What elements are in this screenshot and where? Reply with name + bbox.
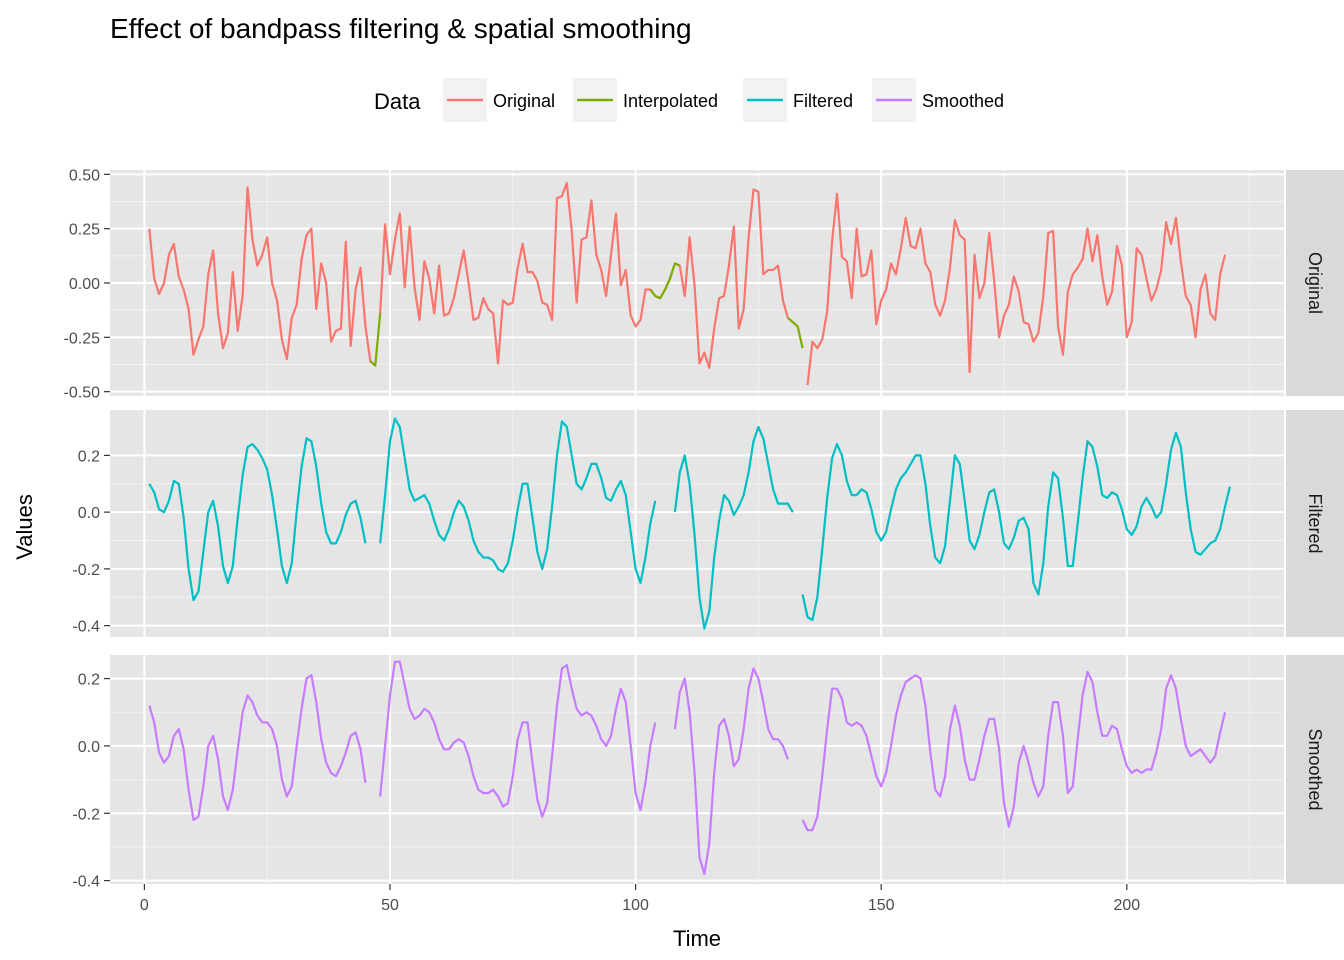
- facet-strip-label: Original: [1305, 252, 1325, 314]
- series-line-filtered: [379, 417, 657, 585]
- series-line-interpolated: [649, 262, 681, 300]
- series-line-smoothed: [379, 660, 657, 818]
- x-tick-label: 50: [381, 897, 399, 914]
- chart-title: Effect of bandpass filtering & spatial s…: [110, 13, 692, 44]
- series-line-smoothed: [148, 674, 367, 822]
- x-tick-label: 200: [1113, 897, 1140, 914]
- y-tick-label: -0.50: [64, 385, 101, 402]
- series-line-original: [379, 181, 789, 369]
- y-tick-label: 0.0: [78, 739, 100, 756]
- legend-title: Data: [374, 89, 421, 114]
- x-tick-label: 0: [140, 897, 149, 914]
- y-tick-label: 0.0: [78, 505, 100, 522]
- panel-smoothed: -0.4 -0.2 0.0 0.2 Smoothed 0 50 100 150 200: [72, 655, 1344, 914]
- series-line-smoothed: [673, 667, 789, 875]
- legend-label: Filtered: [793, 91, 853, 111]
- facet-strip: [1286, 170, 1344, 396]
- series-line-interpolated: [369, 313, 382, 367]
- legend-entry-interpolated: Interpolated: [573, 78, 718, 122]
- series-line-filtered: [148, 437, 367, 602]
- y-axis-title: Values: [12, 494, 37, 560]
- y-tick-label: -0.2: [72, 562, 100, 579]
- series-line-filtered: [673, 425, 794, 630]
- y-tick-label: -0.4: [72, 619, 100, 636]
- series-line-original: [806, 192, 1227, 386]
- panel-background: [110, 655, 1284, 884]
- legend-entry-original: Original: [443, 78, 555, 122]
- facet-panels: -0.50-0.250.000.250.50Original-0.4-0.20.…: [64, 167, 1344, 914]
- y-tick-label: -0.2: [72, 806, 100, 823]
- y-tick-label: 0.2: [78, 448, 100, 465]
- series-line-smoothed: [801, 670, 1227, 832]
- y-tick-label: 0.2: [78, 672, 100, 689]
- panel-filtered: -0.4 -0.2 0.0 0.2 Filtered: [72, 410, 1344, 637]
- y-tick-label: -0.4: [72, 874, 100, 891]
- facet-strip: [1286, 655, 1344, 884]
- legend-label: Smoothed: [922, 91, 1004, 111]
- y-tick-label: 0.25: [69, 222, 100, 239]
- legend-label: Original: [493, 91, 555, 111]
- x-tick-label: 150: [868, 897, 895, 914]
- series-line-interpolated: [787, 316, 804, 349]
- legend-entry-smoothed: Smoothed: [872, 78, 1004, 122]
- facet-strip: [1286, 410, 1344, 637]
- series-line-filtered: [801, 431, 1232, 622]
- legend-entry-filtered: Filtered: [743, 78, 853, 122]
- legend: Data Original Interpolated Filtered Smoothe…: [374, 78, 1004, 122]
- x-axis-title: Time: [673, 926, 721, 951]
- x-tick-label: 100: [622, 897, 649, 914]
- y-tick-label: 0.50: [69, 167, 100, 184]
- facet-strip-label: Filtered: [1305, 493, 1325, 553]
- panel-original: -0.50 -0.25 0.00 0.25 0.50 Original: [64, 167, 1344, 402]
- y-tick-label: 0.00: [69, 276, 100, 293]
- panel-background: [110, 410, 1284, 637]
- series-line-original: [148, 186, 376, 367]
- facet-strip-label: Smoothed: [1305, 728, 1325, 810]
- y-tick-label: -0.25: [64, 330, 101, 347]
- legend-label: Interpolated: [623, 91, 718, 111]
